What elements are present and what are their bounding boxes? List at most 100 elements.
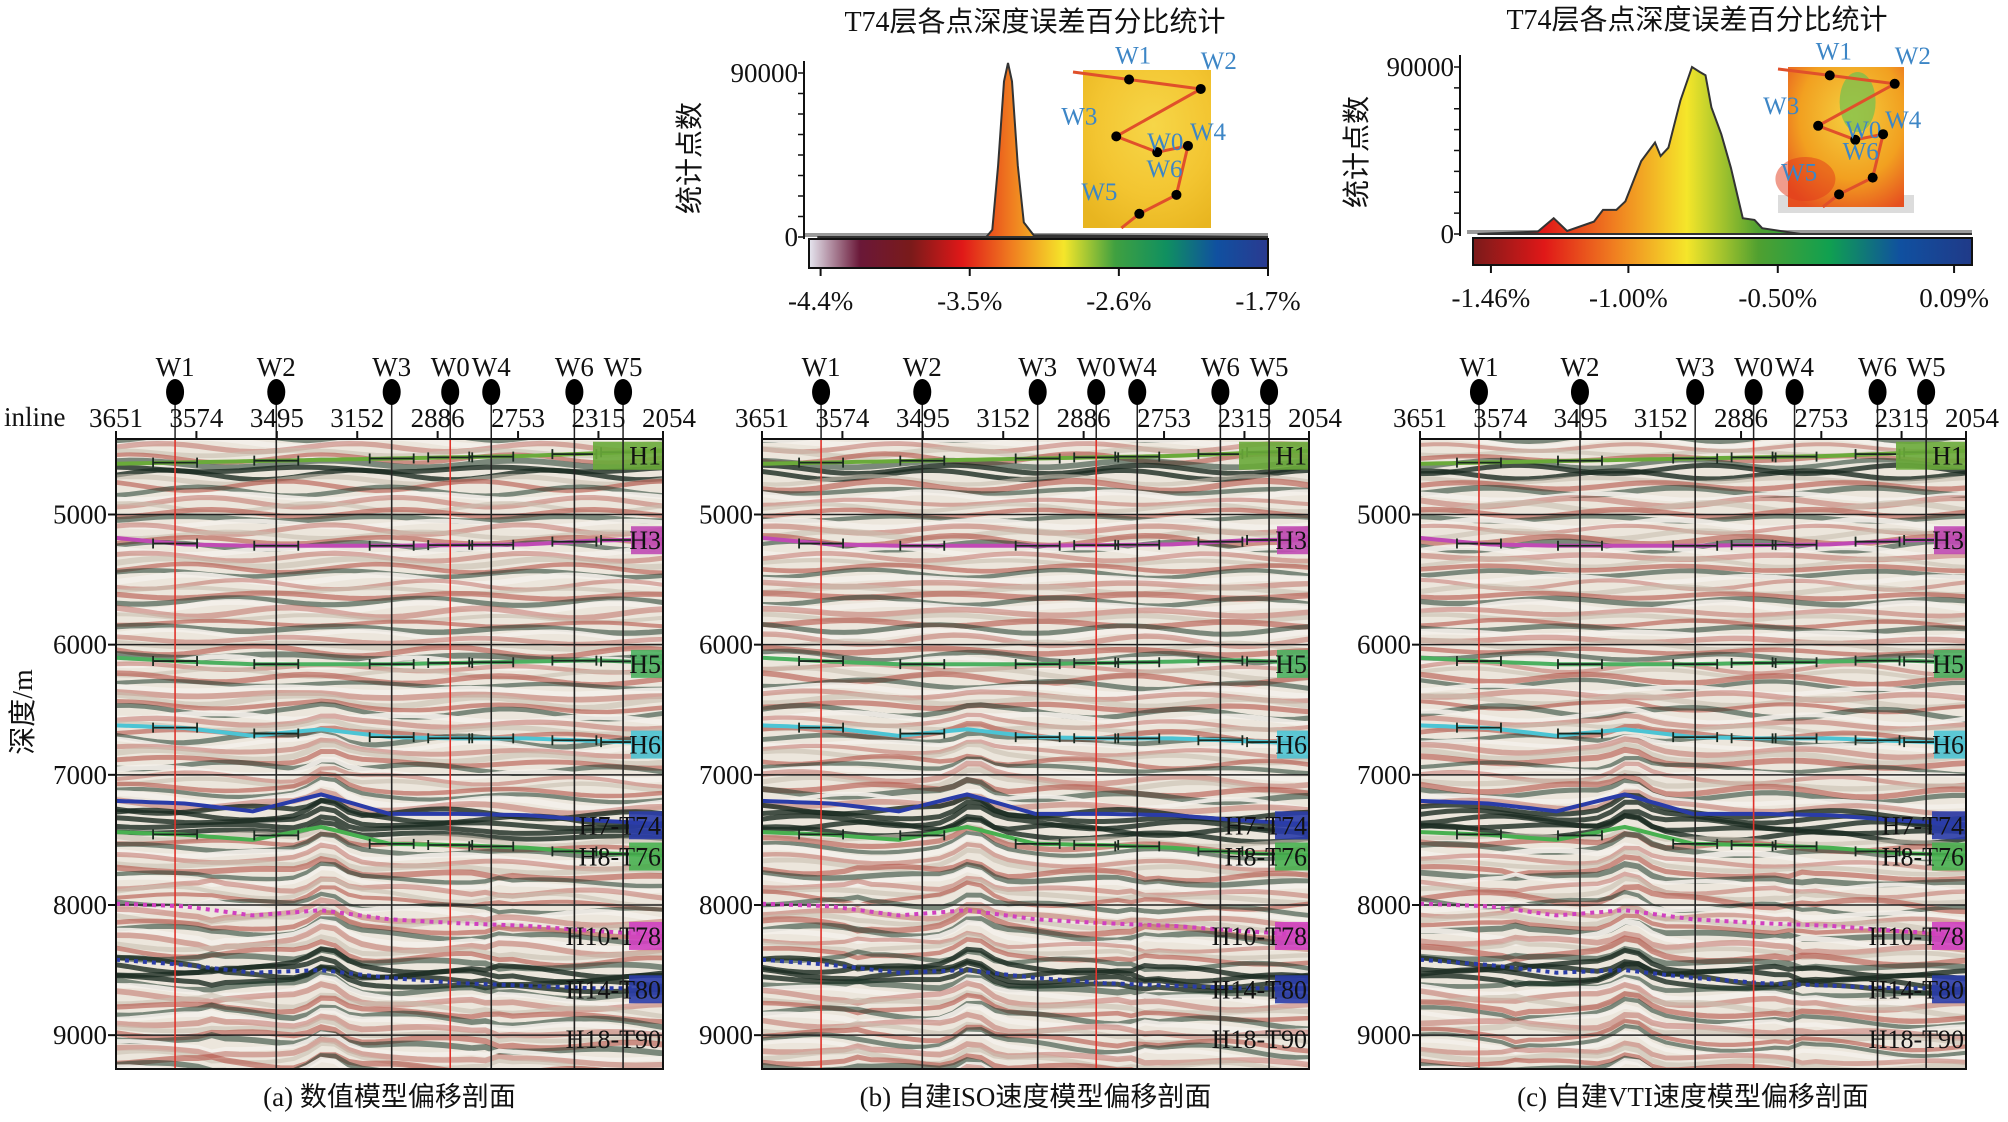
seismic-reflector <box>116 1052 613 1069</box>
seismic-reflector <box>1420 688 1966 703</box>
seismic-reflector <box>762 562 1309 574</box>
seismic-reflector <box>116 585 663 596</box>
seismic-reflector <box>762 551 1309 564</box>
inline-tick-label: 2753 <box>1137 403 1191 433</box>
inline-tick-label: 2054 <box>1288 403 1343 433</box>
inset-well-dot <box>1124 74 1135 85</box>
horizon-label-box <box>1275 842 1309 871</box>
depth-tick-label: 8000 <box>699 890 753 920</box>
seismic-reflector <box>762 457 1309 471</box>
horizon-label-box <box>631 526 663 555</box>
seismic-reflector <box>1420 671 1966 688</box>
section-frame <box>115 438 664 1070</box>
inset-well-label: W4 <box>1885 107 1922 134</box>
depth-tick-label: 5000 <box>1357 499 1411 529</box>
inset-well-dot <box>1134 208 1145 219</box>
seismic-reflector <box>1420 990 1966 1024</box>
well-label: W1 <box>156 352 195 382</box>
seismic-reflector <box>116 689 663 703</box>
well-marker-icon <box>1868 379 1887 405</box>
well-label: W4 <box>1118 352 1157 382</box>
seismic-reflector <box>116 819 663 842</box>
migration-sections: inline 深度/m 5000 6000 7000 8000 9000 H1 H3 H5 H6… <box>4 352 2000 1112</box>
horizon-label-box <box>629 842 663 871</box>
inline-tick-label: 3651 <box>735 403 789 433</box>
seismic-reflector <box>762 816 1309 838</box>
well-marker-icon <box>482 379 501 405</box>
seismic-reflector <box>762 777 1309 799</box>
seismic-reflector <box>762 1031 1309 1064</box>
horizon-label-box <box>1275 811 1309 840</box>
seismic-reflector <box>762 878 1309 906</box>
seismic-reflector <box>116 478 663 493</box>
horizon-label: H3 <box>1932 526 1964 555</box>
seismic-reflector <box>116 771 663 794</box>
horizon-label-box <box>1239 441 1309 470</box>
inset-well-dot <box>1824 70 1835 81</box>
depth-tick-label: 9000 <box>53 1020 107 1050</box>
seismic-reflector <box>1420 871 1966 894</box>
seismic-reflector <box>762 682 1309 699</box>
well-label: W2 <box>1560 352 1599 382</box>
seismic-reflector <box>762 486 1309 496</box>
seismic-reflector <box>1420 991 1966 1020</box>
seismic-reflector <box>762 677 1309 692</box>
seismic-reflector <box>1420 1030 1966 1063</box>
seismic-reflector <box>762 905 1309 935</box>
seismic-reflector <box>1420 1044 1966 1069</box>
seismic-reflector <box>116 771 663 799</box>
section-panel-a: 5000 6000 7000 8000 9000 H1 H3 H5 H6 H7-T74 H8-T76… <box>53 352 697 1112</box>
seismic-reflector <box>1420 1018 1966 1053</box>
seismic-reflector <box>116 885 663 912</box>
depth-tick-label: 6000 <box>699 630 753 660</box>
inset-well-label: W1 <box>1115 42 1151 69</box>
seismic-reflector <box>762 664 1309 683</box>
seismic-reflector <box>762 737 1309 752</box>
inline-tick-label: 3495 <box>250 403 304 433</box>
depth-tick-label: 7000 <box>699 760 753 790</box>
horizon-line-h14-t80 <box>762 957 1309 991</box>
seismic-reflector <box>762 1003 1309 1035</box>
seismic-reflector <box>116 758 663 777</box>
horizon-label: H5 <box>629 650 661 679</box>
seismic-reflector <box>1420 961 1966 992</box>
y-tick-label: 90000 <box>1387 52 1455 82</box>
inset-well-label: W2 <box>1895 43 1931 70</box>
seismic-reflector <box>1420 845 1966 873</box>
depth-tick-label: 5000 <box>699 499 753 529</box>
horizon-label-box <box>1934 649 1966 678</box>
panel-caption: (a) 数值模型偏移剖面 <box>263 1082 516 1112</box>
well-label: W4 <box>1775 352 1814 382</box>
seismic-reflector <box>116 604 663 621</box>
horizon-label-box <box>593 441 663 470</box>
seismic-reflector <box>116 457 663 471</box>
seismic-reflector <box>1420 906 1966 936</box>
depth-tick-label: 6000 <box>1357 630 1411 660</box>
seismic-reflector <box>116 876 663 901</box>
well-label: W1 <box>1459 352 1498 382</box>
seismic-reflector <box>116 599 663 616</box>
inline-tick-label: 3152 <box>330 403 384 433</box>
well-marker-icon <box>1785 379 1804 405</box>
well-label: W2 <box>257 352 296 382</box>
inset-well-label: W6 <box>1843 139 1879 166</box>
seismic-reflector <box>1420 583 1966 598</box>
seismic-reflector <box>116 440 663 455</box>
depth-tick-label: 8000 <box>1357 890 1411 920</box>
seismic-reflector <box>1420 937 1966 961</box>
horizon-label-box <box>631 649 663 678</box>
seismic-reflector <box>1420 712 1966 732</box>
horizon-label: H1 <box>1275 442 1307 471</box>
seismic-reflector <box>116 698 663 715</box>
seismic-reflector <box>762 919 1309 951</box>
well-label: W4 <box>472 352 511 382</box>
seismic-reflector <box>762 699 1309 715</box>
seismic-reflector <box>762 937 1309 967</box>
seismic-reflector <box>762 756 1309 776</box>
well-label: W0 <box>1734 352 1773 382</box>
horizon-label: H10-T78 <box>1212 922 1307 951</box>
y-tick-label: 90000 <box>731 58 799 88</box>
seismic-reflector <box>762 558 1309 568</box>
depth-tick-label: 9000 <box>1357 1020 1411 1050</box>
seismic-reflector <box>1420 598 1966 616</box>
